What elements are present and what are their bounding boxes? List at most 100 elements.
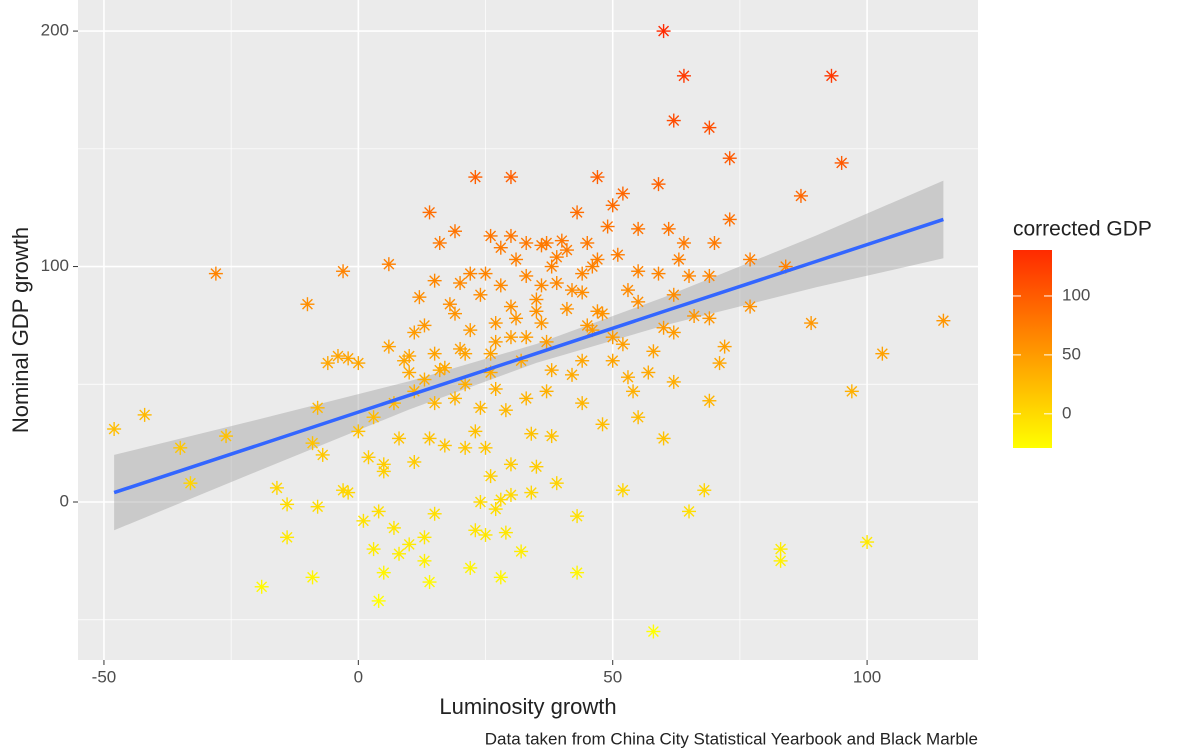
point-stroke xyxy=(459,442,471,454)
point-stroke xyxy=(342,352,354,364)
point-stroke xyxy=(861,536,873,548)
point-stroke xyxy=(836,157,848,169)
point-stroke xyxy=(449,308,461,320)
x-tick-label: -50 xyxy=(92,667,117,686)
point-stroke xyxy=(388,522,400,534)
point xyxy=(743,299,758,314)
point xyxy=(580,318,595,333)
point xyxy=(549,276,564,291)
point-stroke xyxy=(419,374,430,386)
point-stroke xyxy=(744,301,756,313)
point-stroke xyxy=(530,305,542,317)
point xyxy=(824,68,839,83)
point-stroke xyxy=(474,402,486,414)
point-stroke xyxy=(510,254,522,265)
point-stroke xyxy=(576,355,588,367)
point-stroke xyxy=(571,510,583,522)
point-stroke xyxy=(469,425,481,437)
point xyxy=(305,436,320,451)
point xyxy=(671,252,686,267)
point xyxy=(773,553,788,568)
point-stroke xyxy=(678,70,690,82)
point-stroke xyxy=(505,458,517,470)
point xyxy=(407,454,422,469)
point xyxy=(651,177,666,192)
point xyxy=(417,530,432,545)
point-stroke xyxy=(485,230,497,242)
point xyxy=(559,301,574,316)
point-stroke xyxy=(357,515,369,527)
point-stroke xyxy=(683,505,695,517)
point xyxy=(483,228,498,243)
point xyxy=(447,306,462,321)
point xyxy=(534,316,549,331)
point-stroke xyxy=(459,378,471,390)
point-stroke xyxy=(581,319,593,331)
point xyxy=(463,323,478,338)
point-stroke xyxy=(469,171,481,183)
point-stroke xyxy=(703,395,715,407)
point xyxy=(666,287,681,302)
point xyxy=(478,527,493,542)
point xyxy=(493,278,508,293)
point-stroke xyxy=(724,214,736,225)
y-tick-label: 0 xyxy=(60,491,69,510)
point xyxy=(626,384,641,399)
point-stroke xyxy=(485,348,497,360)
point-stroke xyxy=(474,289,486,301)
point xyxy=(519,268,534,283)
point xyxy=(524,485,539,500)
point-stroke xyxy=(368,543,380,555)
point xyxy=(392,431,407,446)
point-stroke xyxy=(536,279,547,291)
point-stroke xyxy=(780,261,792,272)
point-stroke xyxy=(566,284,578,296)
point xyxy=(534,238,549,253)
point xyxy=(503,170,518,185)
point xyxy=(493,492,508,507)
point-stroke xyxy=(373,505,385,517)
point-stroke xyxy=(632,296,644,308)
point xyxy=(463,560,478,575)
point-stroke xyxy=(490,336,502,348)
point-stroke xyxy=(403,367,415,378)
y-axis-title: Nominal GDP growth xyxy=(8,227,33,433)
point-stroke xyxy=(490,383,502,395)
point-stroke xyxy=(429,397,441,409)
point-stroke xyxy=(505,230,517,242)
point-stroke xyxy=(174,442,186,454)
point xyxy=(514,544,529,559)
y-tick-label: 100 xyxy=(41,256,69,275)
point-stroke xyxy=(617,338,629,350)
point-stroke xyxy=(617,188,629,199)
point xyxy=(427,396,442,411)
point-stroke xyxy=(434,364,446,376)
point xyxy=(458,346,473,361)
point-stroke xyxy=(525,487,537,499)
point xyxy=(605,330,620,345)
point-stroke xyxy=(876,348,888,360)
point-stroke xyxy=(383,258,395,270)
point-stroke xyxy=(632,265,644,277)
point xyxy=(468,523,483,538)
point-stroke xyxy=(505,489,517,501)
colorbar xyxy=(1013,250,1052,448)
point xyxy=(712,356,727,371)
point xyxy=(524,426,539,441)
point-stroke xyxy=(383,341,395,353)
point-stroke xyxy=(398,355,410,367)
point-stroke xyxy=(520,270,532,282)
point-stroke xyxy=(663,223,675,235)
point xyxy=(804,316,819,331)
panel xyxy=(78,0,978,660)
point-stroke xyxy=(424,576,435,588)
point-stroke xyxy=(622,284,634,296)
point xyxy=(503,457,518,472)
point-stroke xyxy=(714,357,725,369)
point xyxy=(615,483,630,498)
point xyxy=(488,316,503,331)
point xyxy=(397,353,412,368)
point-stroke xyxy=(561,303,573,315)
point xyxy=(793,188,808,203)
point-stroke xyxy=(444,298,456,310)
